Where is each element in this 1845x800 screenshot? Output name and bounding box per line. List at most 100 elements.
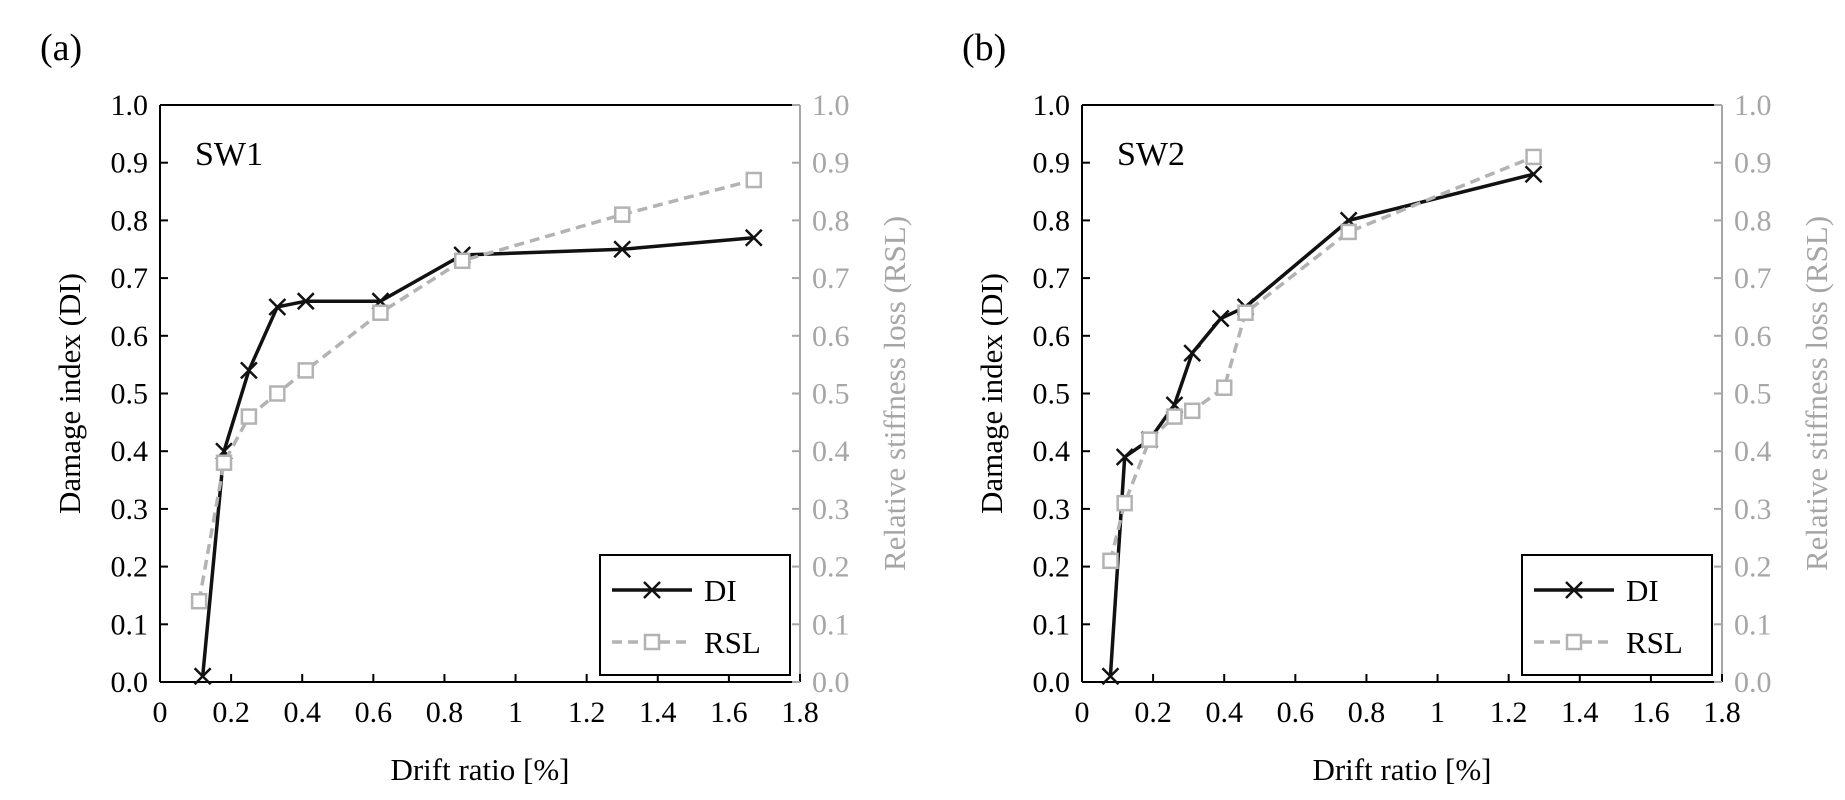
y-tick-label: 0.7 <box>111 262 149 295</box>
data-point-di <box>744 228 763 247</box>
x-axis-label: Drift ratio [%] <box>1312 752 1491 787</box>
x-tick-label: 1 <box>1430 696 1445 729</box>
panel-label: (a) <box>40 27 82 69</box>
y-axis-label: Damage index (DI) <box>974 273 1009 514</box>
data-point-di <box>1115 448 1134 466</box>
data-point-di <box>1211 309 1230 328</box>
legend-marker-rsl <box>1565 633 1583 651</box>
y2-tick-label: 0.8 <box>812 204 850 237</box>
x-tick-label: 1.4 <box>639 696 677 729</box>
y2-tick-label: 0.2 <box>1734 551 1772 584</box>
y2-tick-label: 0.1 <box>812 608 850 641</box>
y2-tick-label: 0.0 <box>1734 666 1772 699</box>
y-tick-label: 1.0 <box>1033 89 1071 122</box>
y2-tick-label: 0.5 <box>812 378 850 411</box>
legend-box <box>599 554 791 676</box>
y-tick-label: 0.9 <box>1033 147 1071 180</box>
y2-tick-label: 0.9 <box>1734 147 1772 180</box>
specimen-label: SW2 <box>1117 136 1185 173</box>
y2-tick-label: 0.5 <box>1734 378 1772 411</box>
data-point-rsl <box>1141 431 1158 448</box>
data-point-di <box>296 292 315 311</box>
chart-svg-a: 0 0.2 0.4 0.6 0.8 1 1.2 1.4 1.6 1.80.00.10.20.30.… <box>40 27 912 787</box>
y2-tick-label: 0.0 <box>812 666 850 699</box>
series-line-di <box>1108 172 1535 677</box>
data-point-rsl <box>297 362 315 379</box>
x-tick-label: 0.2 <box>1134 696 1172 729</box>
y-tick-label: 0.3 <box>111 493 149 526</box>
panel-label: (b) <box>962 27 1006 69</box>
x-axis-label: Drift ratio [%] <box>390 752 569 787</box>
y-tick-label: 0.1 <box>111 608 149 641</box>
data-point-rsl <box>1525 148 1542 166</box>
data-point-rsl <box>372 304 389 321</box>
series-line-rsl <box>1108 155 1535 562</box>
chart-panel-b: 0 0.2 0.4 0.6 0.8 1 1.2 1.4 1.6 1.8 0.0 0.1 0.2 0.3 0.… <box>922 0 1844 800</box>
series-line-rsl <box>197 178 755 602</box>
y2-tick-label: 0.1 <box>1734 608 1772 641</box>
data-point-rsl <box>1166 408 1183 425</box>
data-point-di <box>268 298 287 316</box>
data-point-rsl <box>1116 494 1133 512</box>
y-tick-label: 0.4 <box>111 435 149 468</box>
y2-axis-label: Relative stiffness loss (RSL) <box>877 216 912 571</box>
x-tick-label: 0.4 <box>283 696 321 729</box>
x-tick-label: 1 <box>508 696 523 729</box>
y2-tick-label: 0.8 <box>1734 204 1772 237</box>
y2-tick-label: 0.4 <box>1734 435 1772 468</box>
data-point-rsl <box>215 454 233 471</box>
y2-tick-label: 0.2 <box>812 551 850 584</box>
data-point-rsl <box>1340 223 1357 241</box>
y-tick-label: 0.9 <box>111 147 149 180</box>
y-tick-label: 0.5 <box>111 378 149 411</box>
data-point-rsl <box>1102 552 1119 570</box>
data-point-rsl <box>1237 304 1254 321</box>
y-tick-label: 0.8 <box>1033 204 1071 237</box>
x-tick-label: 0.6 <box>1277 696 1315 729</box>
legend-marker-di <box>1565 581 1583 599</box>
data-point-di <box>1183 344 1202 362</box>
y2-tick-label: 1.0 <box>1734 89 1772 122</box>
data-point-di <box>1524 165 1543 184</box>
legend-label-rsl: RSL <box>1626 625 1683 660</box>
data-point-rsl <box>1183 402 1201 420</box>
x-tick-label: 1.4 <box>1561 696 1599 729</box>
y-tick-label: 0.6 <box>1033 320 1071 353</box>
y-tick-label: 0.4 <box>1033 435 1071 468</box>
y2-tick-label: 0.3 <box>1734 493 1772 526</box>
y-tick-label: 1.0 <box>111 89 149 122</box>
chart-panel-a: 0 0.2 0.4 0.6 0.8 1 1.2 1.4 1.6 1.8 0.0 0.1 0.2 0.3 0.… <box>0 0 922 800</box>
x-tick-label: 0 <box>153 696 168 729</box>
data-point-rsl <box>269 385 286 402</box>
y2-tick-label: 0.6 <box>812 320 850 353</box>
y-tick-label: 0.3 <box>1033 493 1071 526</box>
y-tick-label: 0.7 <box>1033 262 1071 295</box>
legend-label-rsl: RSL <box>704 625 761 660</box>
y-tick-label: 0.8 <box>111 204 149 237</box>
legend-label-di: DI <box>704 573 737 608</box>
x-tick-label: 1.2 <box>568 696 606 729</box>
data-point-rsl <box>745 171 763 189</box>
x-tick-label: 0.8 <box>426 696 464 729</box>
data-point-di <box>193 667 212 686</box>
data-point-di <box>240 361 258 380</box>
specimen-label: SW1 <box>195 136 263 173</box>
legend: DI RSL <box>599 554 791 676</box>
y-tick-label: 0.2 <box>1033 551 1071 584</box>
legend-marker-rsl <box>643 633 661 651</box>
data-point-rsl <box>613 206 631 223</box>
y2-tick-label: 0.9 <box>812 147 850 180</box>
y2-axis-label: Relative stiffness loss (RSL) <box>1799 216 1834 571</box>
y2-tick-label: 0.6 <box>1734 320 1772 353</box>
y-axis-label: Damage index (DI) <box>52 273 87 514</box>
x-tick-label: 1.8 <box>781 696 819 729</box>
x-tick-label: 0.6 <box>355 696 393 729</box>
x-tick-label: 1.8 <box>1703 696 1741 729</box>
x-tick-label: 0.8 <box>1348 696 1386 729</box>
data-point-rsl <box>240 408 258 425</box>
data-point-rsl <box>190 592 208 610</box>
y-tick-label: 0.0 <box>1033 666 1071 699</box>
x-tick-label: 0.2 <box>212 696 250 729</box>
y-tick-label: 0.6 <box>111 320 149 353</box>
y-tick-label: 0.1 <box>1033 608 1071 641</box>
